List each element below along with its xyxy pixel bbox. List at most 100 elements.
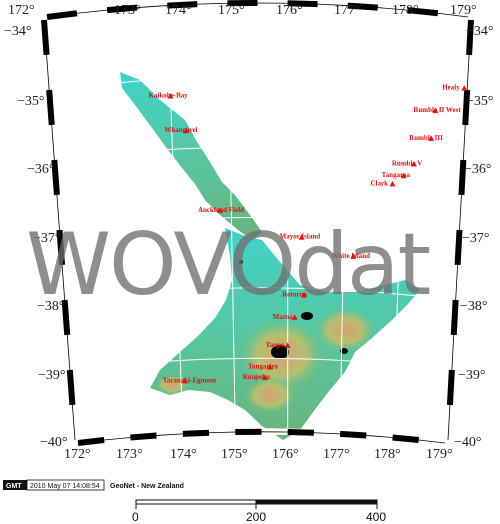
volcano-marker[interactable]: Kaikohe-Bay: [149, 92, 189, 100]
volcano-triangle-icon: [267, 364, 274, 370]
north-island-land: [120, 72, 420, 440]
volcano-marker[interactable]: Rumble V: [392, 160, 422, 168]
left-lat-label: −37°: [33, 231, 61, 246]
volcano-marker[interactable]: Taupo: [266, 341, 291, 349]
top-lon-label: 175°: [218, 3, 245, 18]
volcano-marker[interactable]: Tongariro: [248, 363, 278, 371]
top-lon-label: 172°: [8, 3, 35, 18]
right-lat-label: −39°: [458, 368, 486, 383]
parallel-line: [52, 76, 465, 91]
left-latitude-labels: −34° −35° −36° −37° −38° −39° −40°: [4, 24, 68, 450]
top-lon-label: 177°: [334, 3, 361, 18]
volcano-name: Whangarei: [164, 126, 197, 134]
volcano-triangle-icon: [183, 127, 190, 133]
volcano-name: Rumble II West: [413, 106, 461, 114]
volcano-name: Clark: [370, 179, 388, 187]
volcano-triangle-icon: [291, 314, 298, 320]
wovodat-watermark: WOVOdat: [26, 215, 430, 315]
top-lon-label: 173°: [114, 3, 141, 18]
volcano-triangle-icon: [410, 161, 417, 167]
gmt-logo-box: [3, 480, 27, 490]
volcano-name: Ruapehu: [243, 373, 270, 381]
volcano-marker[interactable]: Taranaki-Egmont: [163, 376, 217, 384]
volcano-name: Maroa: [273, 313, 294, 321]
top-longitude-labels: 172° 173° 174° 175° 176° 177° 178° 179°: [8, 3, 477, 18]
volcano-name: Tongariro: [248, 363, 278, 371]
left-lat-label: −36°: [27, 162, 55, 177]
volcano-triangle-icon: [461, 85, 468, 91]
volcano-name: Mayor Island: [280, 233, 321, 241]
volcano-marker[interactable]: Tangaroa: [382, 171, 411, 179]
volcano-triangle-icon: [216, 207, 223, 213]
volcano-marker[interactable]: Rumble III: [409, 134, 443, 142]
scale-tick-label: 0: [132, 510, 139, 524]
left-lat-label: −34°: [4, 24, 32, 39]
parallel-line: [77, 428, 446, 441]
volcano-triangle-icon: [428, 135, 435, 141]
volcano-triangle-icon: [261, 374, 268, 381]
volcano-name: Kaikohe-Bay: [149, 92, 189, 100]
gmt-logo: GMT: [6, 483, 22, 490]
gmt-footer: GMT 2010 May 07 14:08:54 GeoNet - New Ze…: [3, 479, 184, 491]
timestamp-box: [26, 479, 105, 491]
top-lon-label: 179°: [450, 3, 477, 18]
graticule-grid: [46, 5, 469, 441]
scale-tick-label: 200: [246, 510, 266, 524]
top-lon-label: 174°: [165, 3, 192, 18]
volcano-marker[interactable]: Rumble II West: [413, 106, 461, 114]
right-lat-label: −38°: [460, 299, 488, 314]
bottom-lon-label: 176°: [272, 447, 299, 462]
volcano-triangle-icon: [301, 292, 308, 298]
right-lat-label: −36°: [464, 162, 492, 177]
bottom-lon-label: 172°: [64, 447, 91, 462]
frame-outline: [77, 431, 446, 444]
volcano-marker[interactable]: Ruapehu: [243, 373, 270, 381]
volcano-marker[interactable]: Mayor Island: [280, 233, 321, 241]
bottom-lon-label: 177°: [323, 447, 350, 462]
distance-scale-bar: 0 200 400: [132, 499, 386, 524]
bottom-lon-label: 178°: [374, 447, 401, 462]
volcano-marker[interactable]: Clark: [370, 179, 396, 187]
volcano-name: Healy: [442, 84, 460, 92]
volcano-marker[interactable]: White Island: [331, 252, 370, 260]
bottom-lon-label: 173°: [116, 447, 143, 462]
volcano-marker[interactable]: Whangarei: [164, 126, 197, 134]
volcano-triangle-icon: [400, 172, 407, 179]
volcano-triangle-icon: [298, 234, 305, 240]
left-lat-label: −38°: [37, 299, 65, 314]
right-lat-label: −35°: [466, 94, 494, 109]
volcano-triangle-icon: [167, 93, 174, 99]
volcano-triangle-icon: [389, 180, 396, 187]
frame-outline: [46, 2, 469, 18]
bottom-lon-label: 175°: [221, 447, 248, 462]
parallel-line: [62, 216, 457, 231]
volcano-triangle-icon: [181, 377, 188, 384]
volcano-marker[interactable]: Healy: [442, 84, 468, 92]
volcano-triangle-icon: [350, 253, 357, 259]
right-lat-label: −37°: [462, 231, 490, 246]
top-lon-label: 176°: [276, 3, 303, 18]
volcano-name: Taupo: [266, 341, 285, 349]
volcano-marker[interactable]: Rotorua: [282, 291, 307, 299]
volcano-name: Tangaroa: [382, 171, 411, 179]
right-lat-label: −40°: [454, 435, 482, 450]
volcano-name: Auckland Field: [198, 206, 244, 214]
volcano-marker[interactable]: Maroa: [273, 313, 298, 321]
volcano-name: White Island: [331, 252, 370, 260]
left-lat-label: −40°: [40, 435, 68, 450]
top-lon-label: 178°: [392, 3, 419, 18]
volcano-name: Rotorua: [282, 291, 307, 299]
parallel-line: [57, 146, 461, 161]
frame-outline: [447, 19, 472, 441]
volcano-name: Rumble III: [409, 134, 443, 142]
map-frame: [41, 0, 474, 446]
volcano-name: Taranaki-Egmont: [163, 376, 217, 384]
left-lat-label: −35°: [17, 94, 45, 109]
scale-tick-label: 400: [366, 510, 386, 524]
bottom-lon-label: 179°: [426, 447, 453, 462]
volcano-layer: Kaikohe-Bay Whangarei Auckland Field Mayor …: [149, 84, 468, 384]
parallel-line: [67, 287, 453, 301]
volcano-marker[interactable]: Auckland Field: [198, 206, 244, 214]
parallel-line: [72, 357, 449, 371]
